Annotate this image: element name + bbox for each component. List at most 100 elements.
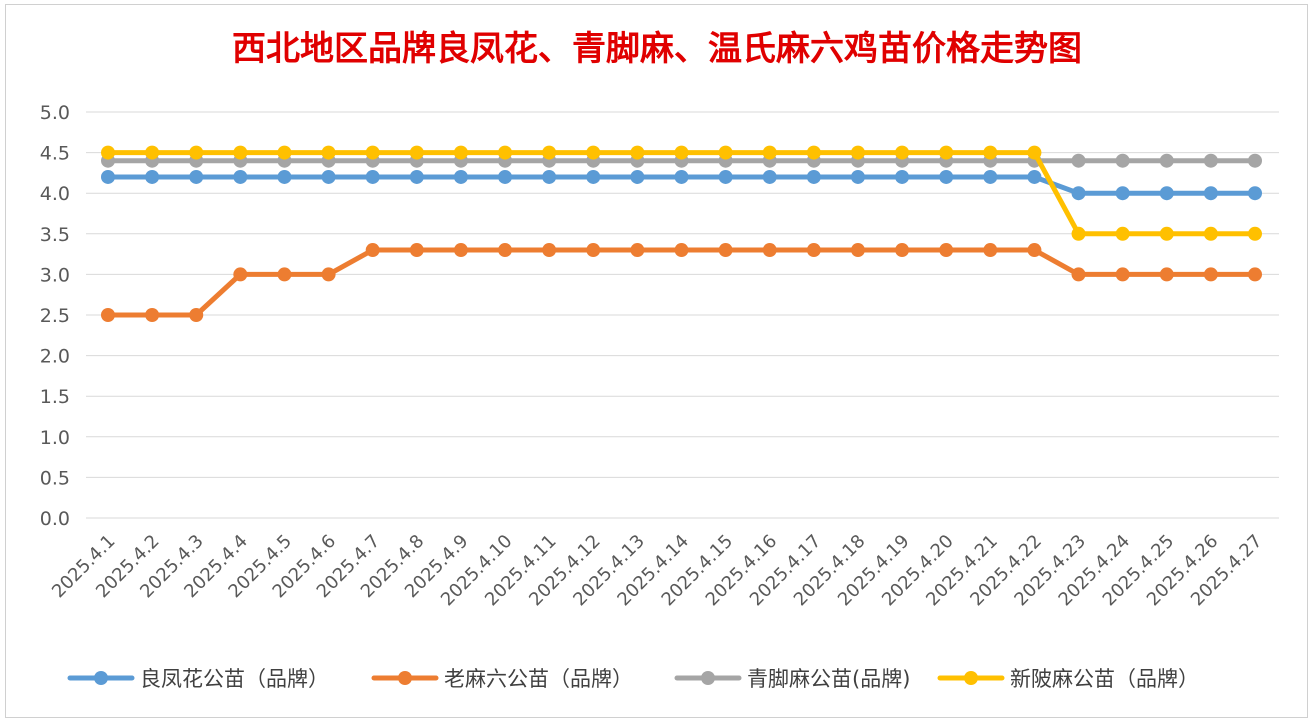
- data-point: [718, 145, 733, 160]
- data-point: [1115, 186, 1130, 201]
- data-point: [806, 243, 821, 258]
- y-tick-label: 1.0: [40, 427, 70, 449]
- data-point: [806, 169, 821, 184]
- data-point: [983, 243, 998, 258]
- legend-swatch-marker: [398, 671, 412, 685]
- legend-swatch-marker: [94, 671, 108, 685]
- data-point: [1203, 226, 1218, 241]
- y-tick-label: 1.5: [40, 386, 70, 408]
- data-point: [1248, 226, 1262, 241]
- legend: 良凤花公苗（品牌） 老麻六公苗（品牌） 青脚麻公苗(品牌) 新陂麻公苗（品牌）: [67, 667, 1199, 691]
- data-point: [983, 145, 998, 160]
- data-point: [542, 169, 557, 184]
- legend-item: 新陂麻公苗（品牌）: [937, 667, 1199, 691]
- data-point: [895, 145, 910, 160]
- series-1: [101, 169, 1262, 201]
- data-point: [277, 145, 292, 160]
- legend-swatch-marker: [964, 671, 978, 685]
- data-point: [630, 145, 645, 160]
- data-point: [674, 145, 689, 160]
- data-point: [453, 145, 468, 160]
- chart-title: 西北地区品牌良凤花、青脚麻、温氏麻六鸡苗价格走势图: [232, 29, 1082, 69]
- data-point: [233, 169, 248, 184]
- y-tick-label: 4.5: [40, 143, 70, 165]
- data-point: [1071, 186, 1086, 201]
- legend-item: 良凤花公苗（品牌）: [67, 667, 329, 691]
- data-point: [674, 243, 689, 258]
- y-tick-label: 0.0: [40, 508, 70, 530]
- data-point: [145, 169, 160, 184]
- data-point: [939, 145, 954, 160]
- data-point: [1159, 186, 1174, 201]
- data-point: [586, 243, 601, 258]
- data-point: [630, 169, 645, 184]
- data-point: [542, 145, 557, 160]
- data-point: [145, 308, 160, 322]
- data-point: [762, 169, 777, 184]
- legend-label: 青脚麻公苗(品牌): [747, 667, 910, 691]
- data-point: [762, 243, 777, 258]
- x-axis-ticks: 2025.4.12025.4.22025.4.32025.4.42025.4.5…: [48, 531, 1267, 611]
- data-point: [630, 243, 645, 258]
- data-point: [409, 169, 424, 184]
- data-point: [586, 145, 601, 160]
- data-point: [277, 267, 292, 282]
- data-point: [189, 169, 204, 184]
- data-point: [498, 243, 513, 258]
- y-tick-label: 3.0: [40, 264, 70, 286]
- data-point: [233, 145, 248, 160]
- y-tick-label: 4.0: [40, 183, 70, 205]
- data-point: [762, 145, 777, 160]
- data-point: [1071, 153, 1086, 168]
- data-point: [542, 243, 557, 258]
- data-point: [453, 169, 468, 184]
- data-point: [1115, 153, 1130, 168]
- data-point: [1071, 226, 1086, 241]
- data-point: [1203, 153, 1218, 168]
- legend-item: 青脚麻公苗(品牌): [674, 667, 910, 691]
- data-point: [365, 169, 380, 184]
- y-tick-label: 0.5: [40, 467, 70, 489]
- data-point: [145, 145, 160, 160]
- data-point: [895, 243, 910, 258]
- chart-frame: [5, 4, 1308, 718]
- data-point: [1248, 186, 1262, 201]
- data-point: [321, 169, 336, 184]
- data-point: [674, 169, 689, 184]
- legend-item: 老麻六公苗（品牌）: [371, 667, 633, 691]
- data-point: [277, 169, 292, 184]
- y-tick-label: 2.0: [40, 346, 70, 368]
- series-4: [101, 145, 1262, 241]
- data-point: [321, 145, 336, 160]
- y-axis-ticks: 0.0 0.5 1.0 1.5 2.0 2.5 3.0 3.5 4.0 4.5 5.0: [40, 102, 70, 530]
- data-point: [1115, 226, 1130, 241]
- data-point: [101, 308, 115, 322]
- data-point: [409, 243, 424, 258]
- data-point: [718, 169, 733, 184]
- data-point: [1159, 267, 1174, 282]
- data-point: [1248, 153, 1262, 168]
- data-point: [453, 243, 468, 258]
- data-point: [850, 169, 865, 184]
- legend-label: 良凤花公苗（品牌）: [140, 667, 329, 691]
- data-point: [718, 243, 733, 258]
- series-lines: [101, 145, 1262, 322]
- data-point: [1159, 226, 1174, 241]
- data-point: [1071, 267, 1086, 282]
- data-point: [498, 145, 513, 160]
- data-point: [498, 169, 513, 184]
- data-point: [895, 169, 910, 184]
- data-point: [939, 243, 954, 258]
- data-point: [365, 145, 380, 160]
- data-point: [1115, 267, 1130, 282]
- data-point: [101, 145, 115, 160]
- y-tick-label: 5.0: [40, 102, 70, 124]
- data-point: [1203, 267, 1218, 282]
- data-point: [939, 169, 954, 184]
- y-tick-label: 2.5: [40, 305, 70, 327]
- legend-label: 新陂麻公苗（品牌）: [1010, 667, 1199, 691]
- data-point: [1027, 243, 1042, 258]
- data-point: [806, 145, 821, 160]
- data-point: [365, 243, 380, 258]
